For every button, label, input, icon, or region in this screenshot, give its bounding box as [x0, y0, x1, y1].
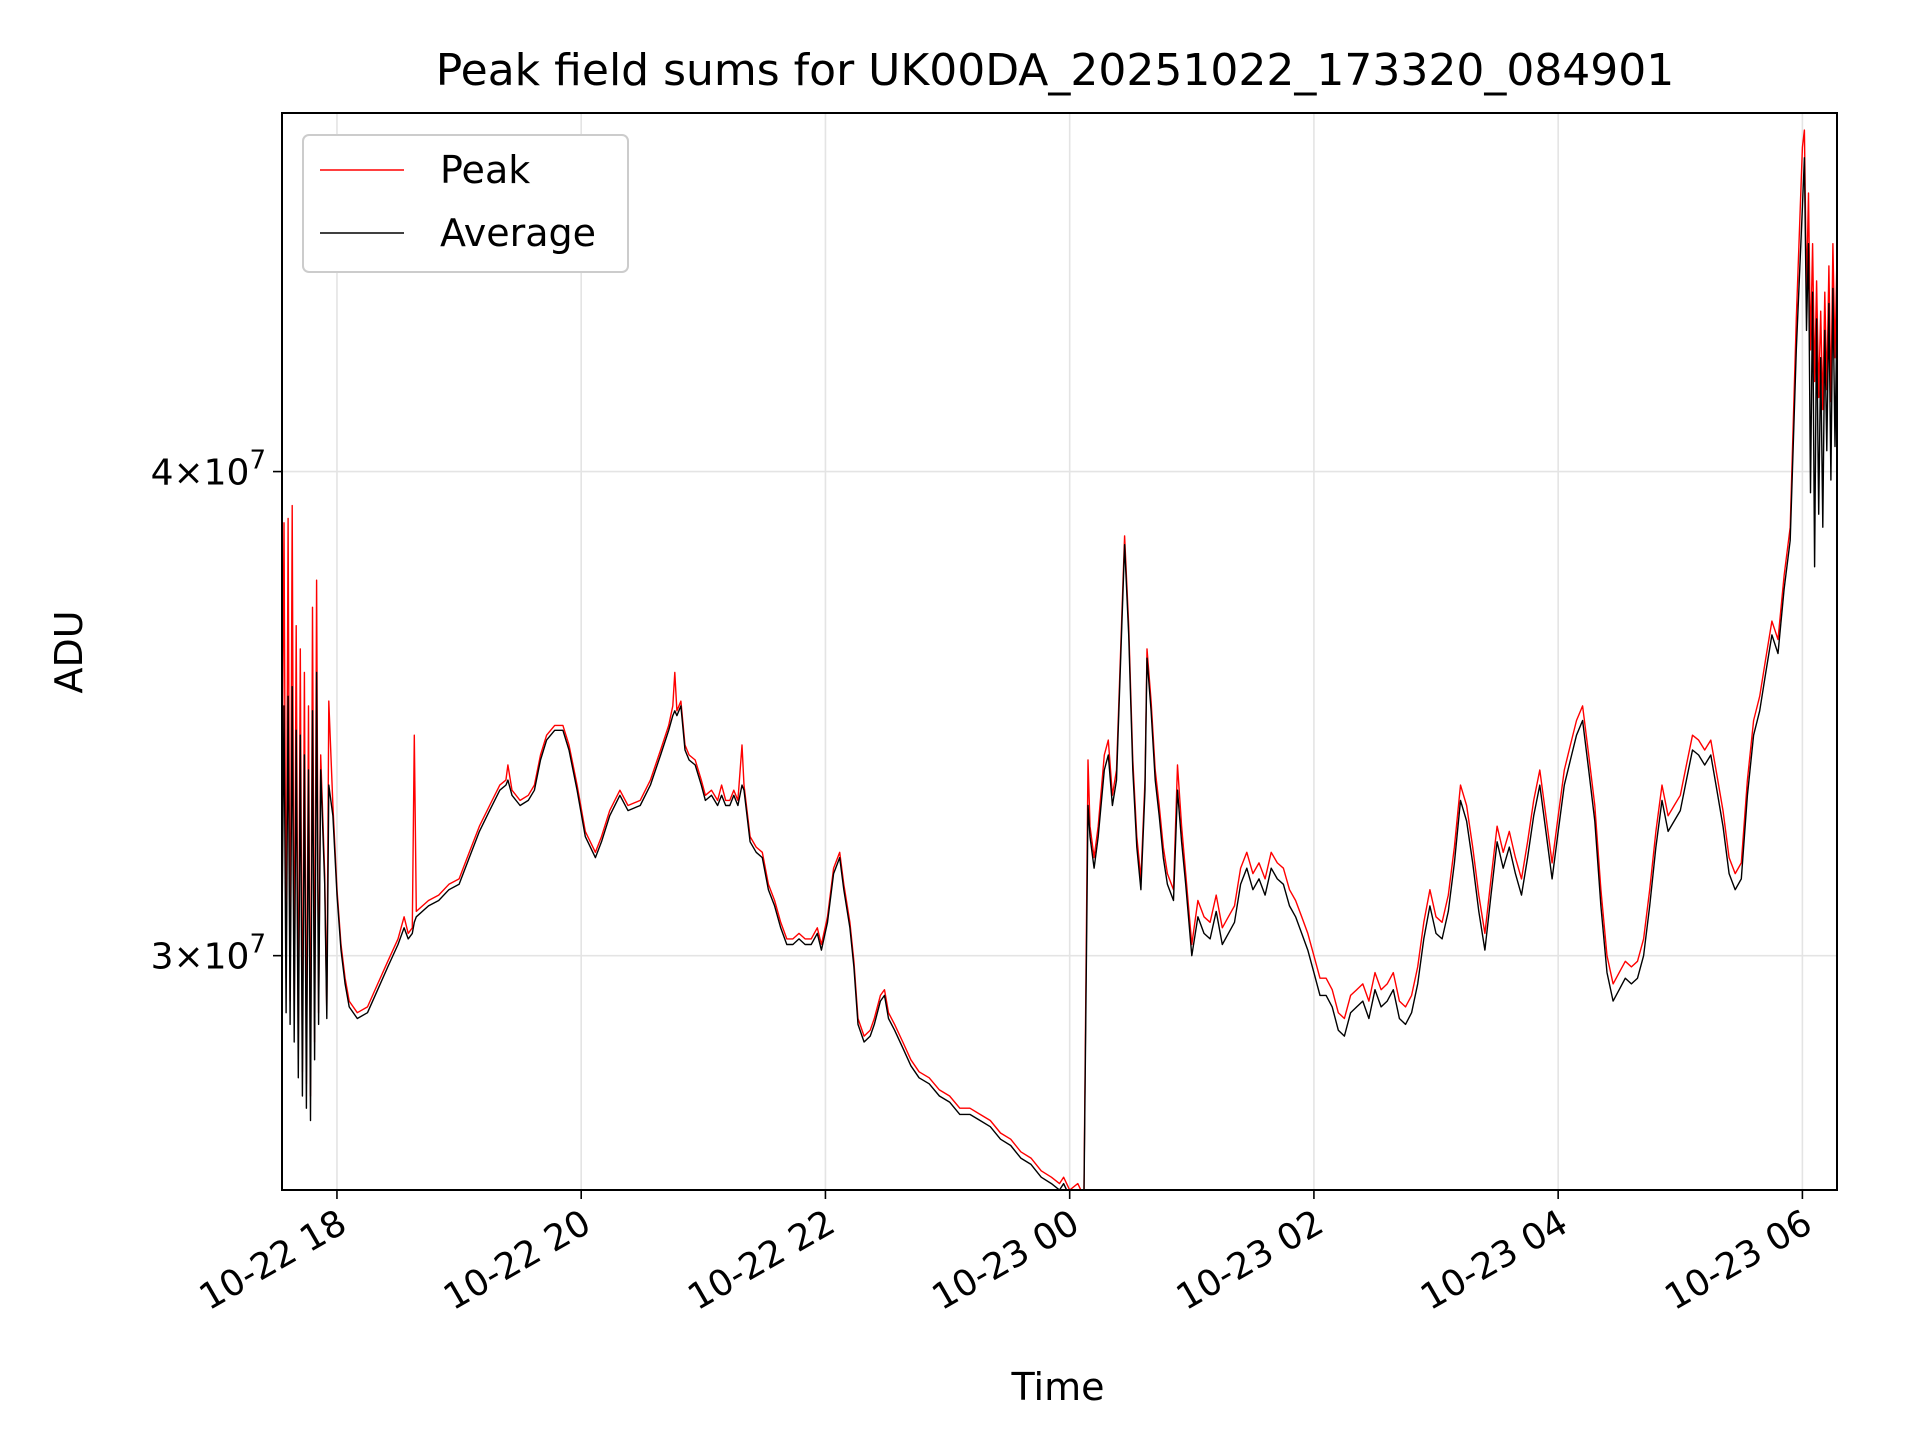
- y-axis-label: ADU: [47, 610, 91, 693]
- plot-lines: [282, 129, 1837, 1190]
- grid: [282, 113, 1837, 1190]
- legend-average-label: Average: [440, 211, 596, 255]
- y-tick-exp: 7: [249, 930, 266, 960]
- y-tick-ten: 10: [204, 937, 250, 978]
- y-tick-base: 3: [151, 937, 174, 978]
- y-tick-base: 4: [151, 453, 174, 494]
- series-peak-line: [282, 129, 1837, 1190]
- legend-peak-label: Peak: [440, 148, 530, 192]
- series-average-line: [282, 157, 1837, 1190]
- y-tick-mult: ×: [173, 937, 203, 978]
- plot-frame: [281, 112, 1838, 1191]
- y-tick-label: 3×107: [151, 930, 266, 978]
- x-axis-label: Time: [1011, 1365, 1105, 1409]
- chart-title: Peak field sums for UK00DA_20251022_1733…: [436, 45, 1675, 96]
- y-tick-ten: 10: [204, 453, 250, 494]
- legend: Peak Average: [302, 134, 629, 273]
- y-tick-mult: ×: [173, 453, 203, 494]
- y-tick-label: 4×107: [151, 446, 266, 494]
- y-tick-exp: 7: [249, 446, 266, 476]
